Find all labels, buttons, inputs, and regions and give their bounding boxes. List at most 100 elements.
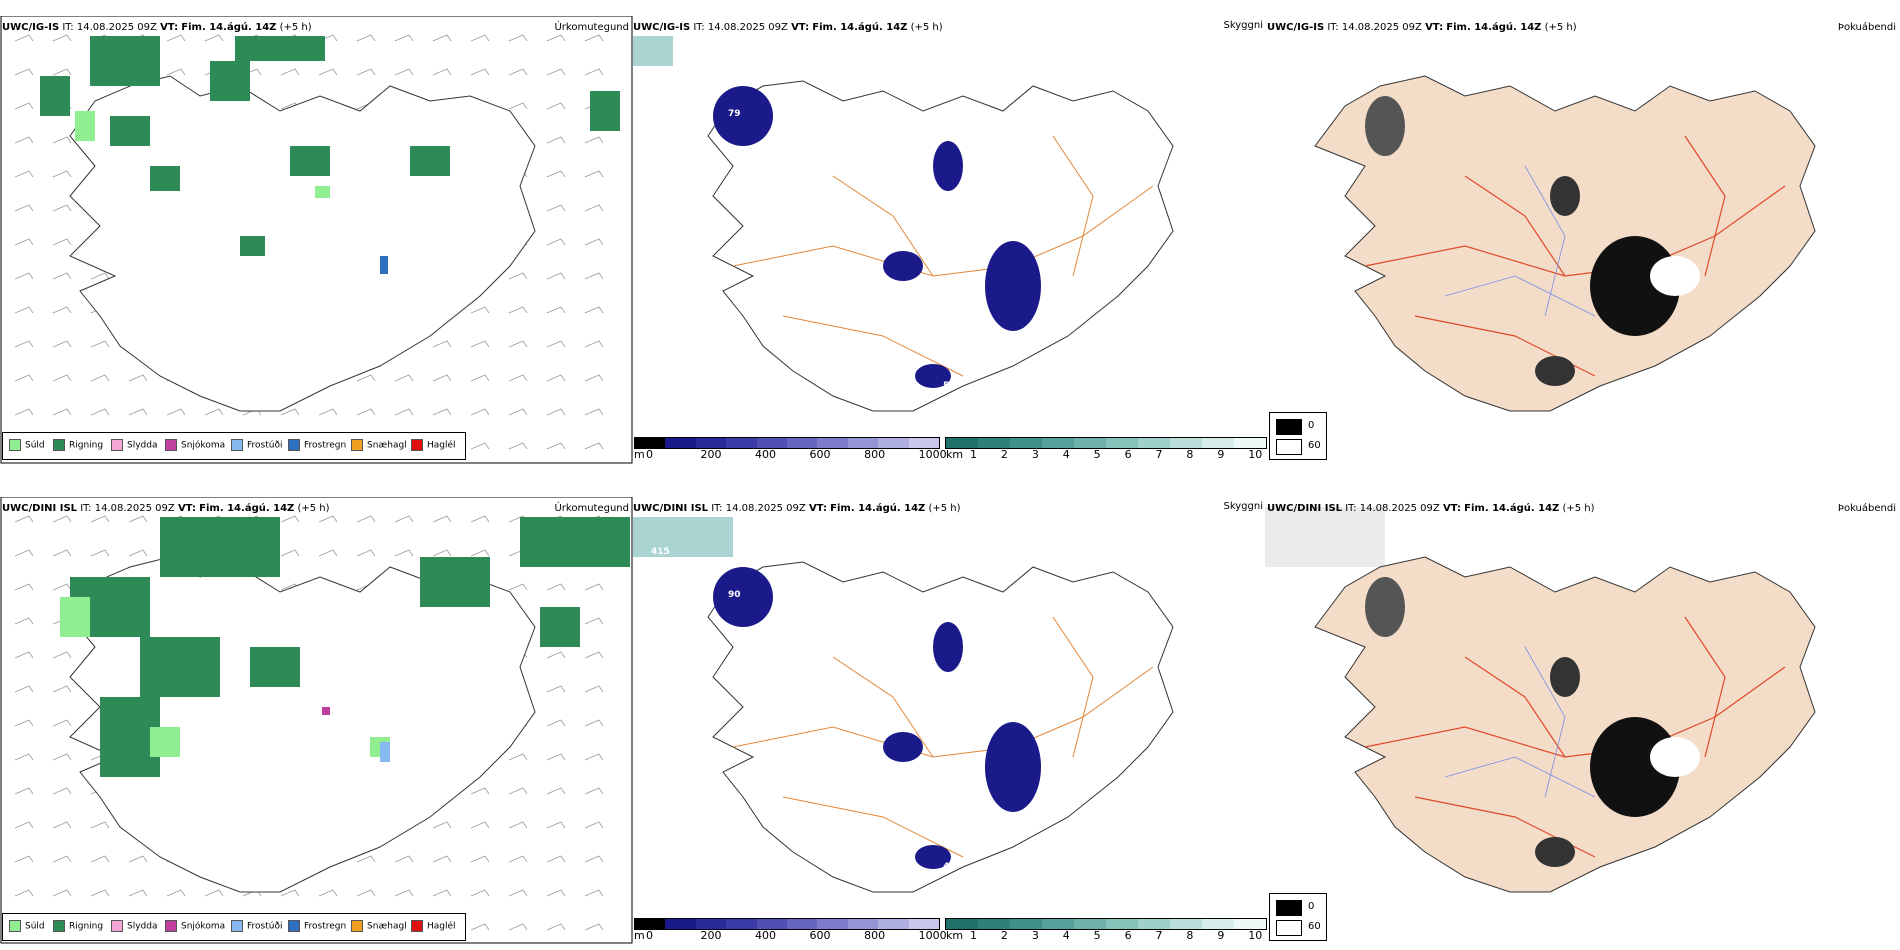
precip-legend-item: Snjókoma: [165, 439, 225, 451]
colorbar-tick-label: 8: [1186, 929, 1194, 942]
cloud-value-label: 51: [943, 381, 956, 391]
wind-barb: [546, 238, 566, 246]
precip-legend-item: Rigning: [53, 920, 103, 932]
fog-areas: [1365, 577, 1700, 867]
colorbar-tick-label: 400: [755, 929, 777, 942]
precip-legend: Súld Rigning Slydda Snjókoma Frostúði Frostre…: [2, 432, 466, 460]
panel-variable-label: Þokuábendi: [1837, 22, 1896, 33]
low-cloud-areas: [713, 86, 1041, 388]
wind-barb: [584, 617, 604, 625]
wind-barb: [90, 340, 110, 348]
colorbar-tick-label: 6: [1124, 929, 1132, 942]
colorbar-segment: [908, 438, 940, 448]
wind-barb: [356, 34, 376, 42]
wind-barb: [90, 408, 110, 416]
row1-cloudbase-panel: 79 44 81 51 UWC/IG-IS IT: 14.08.2025 09Z…: [633, 16, 1263, 466]
cloudbase-map: 79 44 81 51: [633, 36, 1174, 412]
precip-legend-item: Súld: [9, 920, 45, 932]
panel-variable-label: Úrkomutegund: [554, 503, 629, 514]
colorbar-segment: [1074, 919, 1106, 929]
colorbar-tick-label: 0: [646, 448, 653, 461]
wind-barb: [546, 442, 566, 450]
wind-barb: [546, 136, 566, 144]
wind-barb: [432, 374, 452, 382]
colorbar-tick-label: 600: [809, 448, 831, 461]
wind-barb: [546, 651, 566, 659]
wind-barb: [584, 306, 604, 314]
wind-barb: [470, 787, 490, 795]
precip-legend-swatch: [351, 439, 363, 451]
wind-barb: [52, 340, 72, 348]
precip-legend-item: Frostregn: [288, 439, 346, 451]
precip-legend-item: Snæhagl: [351, 920, 407, 932]
wind-barb: [584, 68, 604, 76]
wind-barb: [394, 855, 414, 863]
wind-barb: [508, 408, 528, 416]
wind-barb: [508, 821, 528, 829]
wind-barb: [584, 374, 604, 382]
wind-barb: [584, 821, 604, 829]
wind-barb: [14, 238, 34, 246]
iceland-coastline: [707, 561, 1174, 893]
wind-barb: [14, 204, 34, 212]
precip-legend-label: Snjókoma: [181, 440, 226, 451]
wind-barb: [508, 374, 528, 382]
wind-barb: [584, 204, 604, 212]
precip-legend-swatch: [9, 920, 21, 932]
wind-barb: [14, 685, 34, 693]
wind-barb: [204, 34, 224, 42]
wind-barb: [14, 549, 34, 557]
wind-barb: [14, 889, 34, 897]
colorbar-segment: [635, 919, 666, 929]
wind-barb: [546, 204, 566, 212]
precip-legend-swatch: [53, 920, 65, 932]
wind-barb: [128, 549, 148, 557]
precip-legend-label: Frostregn: [304, 440, 347, 451]
wind-barb: [52, 272, 72, 280]
wind-barb: [546, 272, 566, 280]
fog-legend-label: 60: [1308, 921, 1321, 932]
fog-legend-swatch: [1276, 900, 1302, 916]
wind-barb: [280, 889, 300, 897]
wind-barb: [90, 821, 110, 829]
colorbar-segment: [1010, 438, 1042, 448]
wind-barb: [280, 68, 300, 76]
low-cloud-areas: [713, 567, 1041, 869]
panel-title: UWC/DINI ISL IT: 14.08.2025 09Z VT: Fim.…: [633, 503, 961, 514]
colorbar-tick-label: 400: [755, 448, 777, 461]
precip-legend-swatch: [288, 920, 300, 932]
colorbar-unit: m: [634, 929, 645, 942]
precip-legend-item: Frostúði: [231, 920, 282, 932]
colorbar-tick-label: 4: [1062, 929, 1070, 942]
snow-area: [322, 707, 330, 715]
wind-barb: [128, 515, 148, 523]
colorbar-segment: [817, 919, 848, 929]
wind-barb: [470, 68, 490, 76]
fog-legend-label: 0: [1308, 901, 1315, 912]
fog-map: [1265, 507, 1816, 893]
colorbar-segment: [726, 438, 757, 448]
wind-barb: [318, 549, 338, 557]
colorbar-segment: [787, 438, 818, 448]
wind-barb: [432, 889, 452, 897]
wind-barb: [508, 34, 528, 42]
colorbar-tick-label: 4: [1062, 448, 1070, 461]
wind-barb: [470, 549, 490, 557]
wind-barb: [508, 442, 528, 450]
colorbar-tick-label: 10: [1248, 448, 1263, 461]
wind-barb: [470, 442, 490, 450]
wind-barb: [584, 583, 604, 591]
wind-barb: [508, 306, 528, 314]
precip-legend-label: Slydda: [127, 921, 158, 932]
wind-barb: [394, 549, 414, 557]
row1-fog-panel: UWC/IG-IS IT: 14.08.2025 09Z VT: Fim. 14…: [1265, 16, 1900, 466]
wind-barb: [52, 136, 72, 144]
wind-barb: [90, 855, 110, 863]
road-network: [732, 135, 1154, 377]
wind-barb: [14, 515, 34, 523]
colorbar-segment: [1010, 919, 1042, 929]
colorbar-segment: [1106, 438, 1138, 448]
wind-barb: [280, 549, 300, 557]
colorbar-segment: [1170, 438, 1202, 448]
wind-barb: [14, 617, 34, 625]
